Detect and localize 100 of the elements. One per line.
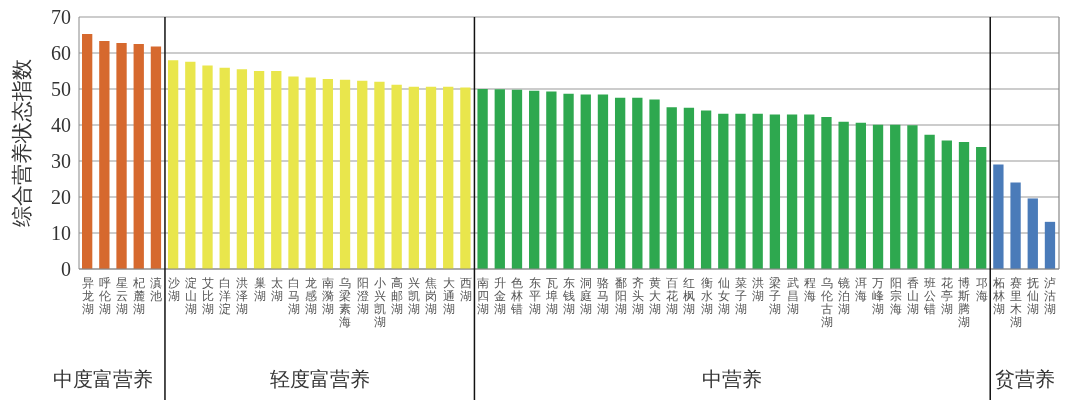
bar [82, 33, 93, 269]
x-tick-label: 博斯腾湖 [958, 276, 971, 329]
x-tick-label: 柘林湖 [991, 276, 1005, 316]
bar [374, 81, 385, 269]
x-tick-label: 小兴凯湖 [373, 276, 386, 329]
text: 轻度富营养 [269, 368, 370, 390]
text: 中度富营养 [52, 368, 153, 390]
bar [253, 71, 265, 269]
x-tick-label: 镜泊湖 [837, 276, 851, 316]
bar [133, 44, 144, 269]
y-axis-title: 综合营养状态指数 [10, 59, 34, 227]
bar [357, 80, 368, 269]
bar [958, 141, 970, 269]
bar [529, 90, 540, 269]
bar [597, 94, 609, 269]
bar [855, 122, 866, 269]
bar [322, 78, 334, 269]
x-tick-label: 洪泽湖 [236, 276, 249, 316]
x-tick-label: 瓦埠湖 [544, 276, 558, 316]
bar [632, 97, 643, 269]
x-tick-label: 香山湖 [906, 276, 919, 316]
bar [666, 107, 677, 269]
x-tick-label: 洪湖 [752, 276, 765, 303]
y-tick-label: 10 [51, 222, 71, 245]
bar [872, 124, 884, 269]
x-tick-label: 骆马湖 [597, 276, 610, 316]
bar [614, 97, 626, 269]
x-tick-label: 邛海 [975, 276, 988, 303]
x-tick-label: 梁子湖 [769, 276, 782, 316]
y-tick-label: 20 [51, 186, 71, 209]
x-tick-label: 阳宗海 [889, 276, 902, 316]
x-tick-label: 万峰湖 [872, 276, 885, 316]
x-tick-label: 西湖 [459, 276, 472, 303]
bar [116, 42, 127, 269]
x-tick-label: 南四湖 [477, 276, 490, 316]
x-tick-label: 鄱阳湖 [614, 276, 627, 316]
x-tick-label: 艾比湖 [201, 276, 214, 316]
bar [391, 84, 402, 269]
bar [219, 67, 230, 269]
bar [786, 114, 798, 269]
bar [546, 91, 557, 269]
x-tick-label: 异龙湖 [81, 276, 94, 316]
bar [236, 69, 248, 269]
x-tick-label: 齐头湖 [631, 276, 644, 316]
x-tick-label: 程海 [803, 276, 816, 303]
x-tick-label: 班公错 [923, 276, 937, 316]
bar [494, 89, 505, 269]
bar [167, 60, 179, 269]
bar [769, 114, 781, 269]
x-tick-label: 黄大湖 [648, 276, 661, 316]
bar [460, 87, 471, 269]
bar [735, 113, 746, 269]
x-tick-label: 武昌湖 [786, 276, 799, 316]
x-tick-label: 焦岗湖 [425, 276, 438, 316]
bar [150, 46, 162, 269]
x-tick-label: 大通湖 [442, 276, 455, 316]
bar [305, 77, 316, 269]
bar [976, 146, 987, 269]
bar [511, 89, 523, 269]
bar [288, 76, 299, 269]
x-tick-label: 洱海 [855, 276, 868, 303]
y-tick-label: 70 [51, 6, 71, 29]
x-tick-label: 乌伦古湖 [820, 276, 833, 329]
x-tick-label: 高邮湖 [391, 276, 404, 316]
bar [477, 89, 488, 269]
bar [202, 65, 213, 269]
bar [700, 110, 712, 269]
y-tick-label: 40 [51, 114, 71, 137]
bar [271, 71, 282, 269]
y-tick-label: 30 [51, 150, 71, 173]
bar [185, 61, 196, 269]
x-tick-label: 沙湖 [167, 276, 180, 303]
bar [907, 125, 918, 269]
bar [1010, 182, 1021, 269]
x-tick-label: 抚仙湖 [1026, 276, 1040, 316]
bar [941, 140, 952, 269]
x-tick-label: 百花湖 [666, 276, 679, 316]
bar [838, 121, 849, 269]
x-tick-label: 龙感湖 [305, 276, 318, 316]
y-tick-label: 0 [61, 258, 71, 281]
x-tick-label: 菜子湖 [734, 276, 747, 316]
bar [890, 124, 901, 269]
bar [649, 99, 660, 269]
y-tick-label: 50 [51, 78, 71, 101]
x-tick-label: 白马湖 [287, 276, 300, 316]
bar [1027, 198, 1038, 269]
bar [821, 117, 832, 269]
bar [718, 113, 729, 269]
x-tick-label: 滇池 [150, 276, 163, 303]
text: 贫营养 [994, 368, 1055, 390]
x-tick-label: 花亭湖 [941, 276, 954, 316]
x-tick-label: 白洋淀 [219, 276, 232, 316]
x-tick-label: 南漪湖 [322, 276, 335, 316]
x-tick-label: 色林错 [510, 276, 524, 316]
bar [425, 86, 437, 269]
x-tick-label: 红枫湖 [683, 276, 696, 316]
text: 中营养 [702, 368, 763, 390]
x-tick-label: 赛里木湖 [1010, 276, 1023, 329]
bar [580, 94, 591, 269]
x-tick-label: 呼伦湖 [98, 276, 111, 316]
